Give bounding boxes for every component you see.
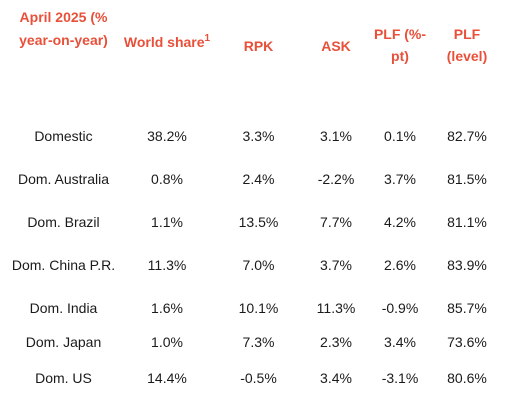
cell-market: Dom. Brazil <box>27 214 100 230</box>
cell-plf-level: 82.7% <box>447 128 487 144</box>
header-rpk: RPK <box>243 38 274 54</box>
cell-rpk: 13.5% <box>238 214 279 230</box>
table-row: Dom. Brazil 1.1% 13.5% 7.7% 4.2% 81.1% <box>5 205 501 239</box>
table-row: Dom. Japan 1.0% 7.3% 2.3% 3.4% 73.6% <box>5 325 501 359</box>
header-world-share: World share1 <box>122 6 212 119</box>
table-row: Dom. US 14.4% -0.5% 3.4% -3.1% 80.6% <box>5 359 501 397</box>
cell-rpk: 7.3% <box>242 334 275 350</box>
cell-world-share: 11.3% <box>147 257 187 273</box>
table-row: Dom. Australia 0.8% 2.4% -2.2% 3.7% 81.5… <box>5 153 501 205</box>
cell-ask: -2.2% <box>317 171 355 187</box>
cell-plf-change: 0.1% <box>384 128 416 144</box>
cell-plf-change: 3.4% <box>384 334 416 350</box>
header-plf-level: PLF (level) <box>446 26 488 64</box>
cell-rpk: 3.3% <box>242 128 275 144</box>
cell-rpk: 7.0% <box>242 257 275 273</box>
cell-plf-change: -3.1% <box>381 370 419 386</box>
cell-rpk: 10.1% <box>238 300 279 316</box>
cell-market: Dom. China P.R. <box>11 257 116 273</box>
cell-plf-change: 3.7% <box>384 171 416 187</box>
cell-ask: 2.3% <box>320 334 352 350</box>
cell-world-share: 1.1% <box>151 214 183 230</box>
cell-ask: 11.3% <box>316 300 356 316</box>
cell-world-share: 0.8% <box>151 171 183 187</box>
cell-plf-change: 2.6% <box>384 257 416 273</box>
header-period: April 2025 (% year-on-year) <box>19 9 108 48</box>
cell-market: Dom. Japan <box>25 334 102 350</box>
cell-market: Dom. India <box>29 300 98 316</box>
cell-plf-level: 83.9% <box>447 257 487 273</box>
header-world-share-label: World share <box>123 34 205 50</box>
cell-rpk: -0.5% <box>240 370 277 386</box>
footnote-marker: 1 <box>204 33 211 44</box>
cell-ask: 3.7% <box>320 257 352 273</box>
cell-ask: 3.4% <box>320 370 352 386</box>
cell-rpk: 2.4% <box>242 171 275 187</box>
table-row: Dom. India 1.6% 10.1% 11.3% -0.9% 85.7% <box>5 291 501 325</box>
cell-ask: 3.1% <box>320 128 352 144</box>
cell-plf-level: 81.1% <box>447 214 487 230</box>
cell-plf-change: -0.9% <box>381 300 419 316</box>
cell-market: Domestic <box>34 128 93 144</box>
cell-world-share: 1.0% <box>151 334 183 350</box>
domestic-markets-table: April 2025 (% year-on-year) World share1… <box>5 6 501 397</box>
header-ask: ASK <box>321 38 351 54</box>
table-row: Domestic 38.2% 3.3% 3.1% 0.1% 82.7% <box>5 119 501 153</box>
cell-ask: 7.7% <box>320 214 352 230</box>
cell-plf-level: 80.6% <box>447 370 487 386</box>
table-header-row: April 2025 (% year-on-year) World share1… <box>5 6 501 119</box>
cell-world-share: 14.4% <box>147 370 187 386</box>
cell-plf-change: 4.2% <box>384 214 416 230</box>
table-row: Dom. China P.R. 11.3% 7.0% 3.7% 2.6% 83.… <box>5 239 501 291</box>
cell-plf-level: 85.7% <box>447 300 487 316</box>
cell-plf-level: 73.6% <box>447 334 487 350</box>
cell-market: Dom. US <box>35 370 92 386</box>
cell-world-share: 1.6% <box>151 300 183 316</box>
header-plf-change: PLF (%-pt) <box>373 26 427 64</box>
cell-plf-level: 81.5% <box>447 171 487 187</box>
cell-market: Dom. Australia <box>17 171 110 187</box>
cell-world-share: 38.2% <box>147 128 187 144</box>
